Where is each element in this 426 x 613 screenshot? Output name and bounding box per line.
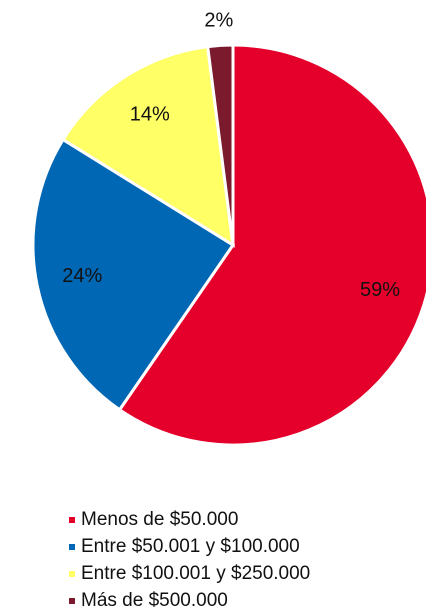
data-label: 2% xyxy=(204,10,233,32)
legend-label: Menos de $50.000 xyxy=(81,509,238,530)
data-label: 24% xyxy=(62,265,102,287)
pie-slice xyxy=(31,137,236,412)
pie-slice xyxy=(117,43,426,447)
legend-label: Entre $100.001 y $250.000 xyxy=(81,563,310,584)
legend-marker xyxy=(69,598,75,604)
legend-label: Más de $500.000 xyxy=(81,590,228,611)
legend-marker xyxy=(69,517,75,523)
data-label: 59% xyxy=(360,279,400,301)
legend-marker xyxy=(69,571,75,577)
legend-label: Entre $50.001 y $100.000 xyxy=(81,536,300,557)
legend-marker xyxy=(69,544,75,550)
pie-slice xyxy=(206,43,235,246)
data-label: 14% xyxy=(130,104,170,126)
pie-slice xyxy=(60,44,235,248)
